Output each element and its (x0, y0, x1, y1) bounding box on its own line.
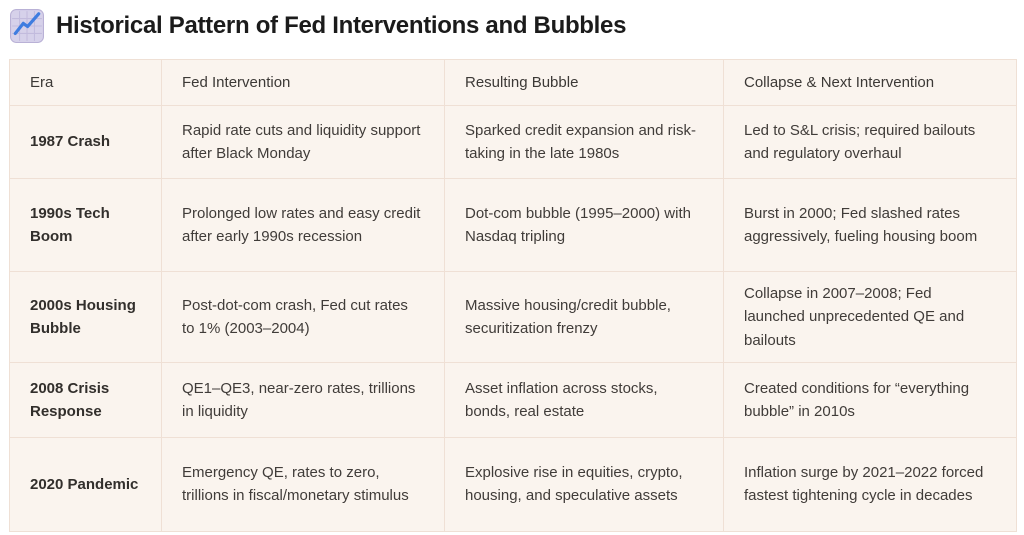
table-header-row: Era Fed Intervention Resulting Bubble Co… (9, 59, 1017, 106)
collapse-cell: Led to S&L crisis; required bailouts and… (723, 105, 1017, 179)
bubble-cell: Dot-com bubble (1995–2000) with Nasdaq t… (444, 178, 724, 272)
era-cell: 1990s Tech Boom (9, 178, 162, 272)
intervention-cell: Rapid rate cuts and liquidity support af… (161, 105, 445, 179)
page: Historical Pattern of Fed Interventions … (0, 8, 1024, 535)
chart-increasing-icon (10, 9, 44, 43)
page-header: Historical Pattern of Fed Interventions … (10, 8, 1024, 44)
intervention-cell: Prolonged low rates and easy credit afte… (161, 178, 445, 272)
collapse-cell: Collapse in 2007–2008; Fed launched unpr… (723, 271, 1017, 363)
era-cell: 1987 Crash (9, 105, 162, 179)
bubble-cell: Sparked credit expansion and risk-taking… (444, 105, 724, 179)
column-header-resulting-bubble: Resulting Bubble (444, 59, 724, 106)
collapse-cell: Burst in 2000; Fed slashed rates aggress… (723, 178, 1017, 272)
table-row: 2000s Housing Bubble Post-dot-com crash,… (9, 271, 1017, 363)
column-header-fed-intervention: Fed Intervention (161, 59, 445, 106)
table-row: 2020 Pandemic Emergency QE, rates to zer… (9, 436, 1017, 532)
collapse-cell: Inflation surge by 2021–2022 forced fast… (723, 436, 1017, 532)
intervention-cell: Post-dot-com crash, Fed cut rates to 1% … (161, 271, 445, 363)
table-row: 1987 Crash Rapid rate cuts and liquidity… (9, 105, 1017, 179)
intervention-cell: Emergency QE, rates to zero, trillions i… (161, 436, 445, 532)
bubble-cell: Massive housing/credit bubble, securitiz… (444, 271, 724, 363)
page-title: Historical Pattern of Fed Interventions … (56, 11, 627, 39)
table-row: 1990s Tech Boom Prolonged low rates and … (9, 178, 1017, 272)
bubble-cell: Explosive rise in equities, crypto, hous… (444, 436, 724, 532)
fed-interventions-table: Era Fed Intervention Resulting Bubble Co… (9, 59, 1017, 532)
intervention-cell: QE1–QE3, near-zero rates, trillions in l… (161, 361, 445, 438)
table-row: 2008 Crisis Response QE1–QE3, near-zero … (9, 361, 1017, 438)
era-cell: 2008 Crisis Response (9, 361, 162, 438)
era-cell: 2020 Pandemic (9, 436, 162, 532)
column-header-era: Era (9, 59, 162, 106)
era-cell: 2000s Housing Bubble (9, 271, 162, 363)
bubble-cell: Asset inflation across stocks, bonds, re… (444, 361, 724, 438)
collapse-cell: Created conditions for “everything bubbl… (723, 361, 1017, 438)
column-header-collapse: Collapse & Next Intervention (723, 59, 1017, 106)
